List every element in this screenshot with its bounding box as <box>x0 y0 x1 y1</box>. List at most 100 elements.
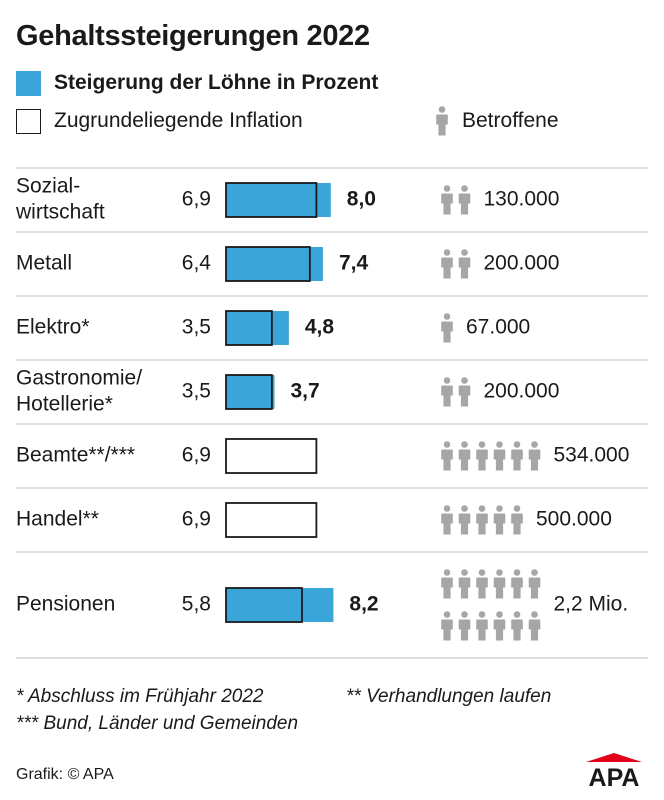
category-label: wirtschaft <box>15 201 105 224</box>
person-head <box>443 185 451 192</box>
wage-value: 8,0 <box>347 188 376 211</box>
inflation-bar <box>225 438 318 474</box>
person-body <box>458 513 471 535</box>
source-credit: Grafik: © APA <box>16 766 114 783</box>
category-label: Handel** <box>16 508 99 531</box>
person-head <box>461 377 468 384</box>
legend-wage-increase: Steigerung der Löhne in Prozent <box>16 68 378 98</box>
inflation-bar <box>225 182 318 218</box>
legend-label-wage: Steigerung der Löhne in Prozent <box>54 71 379 94</box>
person-head <box>461 611 468 618</box>
person-head <box>496 441 503 448</box>
legend-inflation: Zugrundeliegende Inflation <box>16 106 303 136</box>
person-head <box>513 441 521 448</box>
person-body <box>458 385 471 407</box>
legend-label-affected: Betroffene <box>462 109 559 132</box>
inflation-bar <box>225 374 273 410</box>
person-icon <box>458 569 471 599</box>
person-body <box>528 619 541 641</box>
inflation-bar <box>225 587 303 623</box>
inflation-value: 6,9 <box>182 444 211 467</box>
person-icon <box>493 569 506 599</box>
person-body <box>493 449 506 471</box>
person-head <box>478 569 486 576</box>
person-head <box>443 377 451 384</box>
person-head <box>461 569 468 576</box>
person-head <box>443 505 451 512</box>
legend-label-inflation: Zugrundeliegende Inflation <box>54 109 303 132</box>
wage-value: 7,4 <box>339 252 369 275</box>
person-icon <box>493 505 506 535</box>
person-icon <box>441 313 453 343</box>
inflation-value: 6,9 <box>182 508 211 531</box>
person-body <box>441 449 453 471</box>
person-body <box>441 321 453 343</box>
person-icon <box>476 569 488 599</box>
person-body <box>476 619 488 641</box>
person-icon <box>441 569 453 599</box>
person-body <box>511 577 523 599</box>
person-head <box>478 441 486 448</box>
person-icon <box>476 505 488 535</box>
person-icon <box>511 569 523 599</box>
person-body <box>441 513 453 535</box>
person-head <box>478 505 486 512</box>
person-head <box>461 441 468 448</box>
affected-value: 2,2 Mio. <box>554 593 629 616</box>
person-icon <box>511 441 523 471</box>
wage-bar <box>226 311 289 345</box>
person-icon <box>493 611 506 641</box>
person-head <box>461 505 468 512</box>
affected-value: 130.000 <box>484 188 560 211</box>
person-head <box>443 249 451 256</box>
person-body <box>476 577 488 599</box>
person-icon <box>476 611 488 641</box>
inflation-value: 3,5 <box>182 316 211 339</box>
person-icon <box>441 505 453 535</box>
affected-value: 500.000 <box>536 508 612 531</box>
legend-swatch-outline <box>16 108 41 134</box>
person-body <box>493 513 506 535</box>
wage-bar <box>226 375 275 409</box>
person-head <box>513 505 521 512</box>
person-head <box>496 569 503 576</box>
logo-text: APA <box>589 764 640 792</box>
person-body <box>511 513 523 535</box>
person-head <box>531 611 538 618</box>
person-icon <box>528 611 541 641</box>
apa-logo: APA <box>586 753 642 792</box>
wage-bar <box>226 588 334 622</box>
person-body <box>458 257 471 279</box>
inflation-value: 3,5 <box>182 380 211 403</box>
person-body <box>528 449 541 471</box>
person-icon <box>458 611 471 641</box>
person-body <box>458 449 471 471</box>
person-icon <box>441 441 453 471</box>
person-head <box>443 441 451 448</box>
person-icon <box>511 505 523 535</box>
affected-value: 67.000 <box>466 316 530 339</box>
chart-title: Gehaltssteigerungen 2022 <box>16 20 370 52</box>
footnote-1: * Abschluss im Frühjahr 2022 <box>16 686 264 707</box>
person-body <box>441 577 453 599</box>
category-label: Sozial- <box>16 175 80 198</box>
person-body <box>493 577 506 599</box>
inflation-bar <box>225 246 311 282</box>
person-body <box>476 513 488 535</box>
category-label: Gastronomie/ <box>16 367 142 390</box>
person-icon <box>458 185 471 215</box>
person-icon <box>441 611 453 641</box>
person-head <box>513 569 521 576</box>
person-icon <box>441 185 453 215</box>
person-head <box>496 505 503 512</box>
legend-affected: Betroffene <box>436 106 559 136</box>
person-icon <box>528 569 541 599</box>
person-head <box>513 611 521 618</box>
person-head <box>443 611 451 618</box>
wage-value: 4,8 <box>305 316 335 339</box>
person-body <box>441 257 453 279</box>
person-body <box>458 577 471 599</box>
person-head <box>461 185 468 192</box>
person-head <box>443 569 451 576</box>
